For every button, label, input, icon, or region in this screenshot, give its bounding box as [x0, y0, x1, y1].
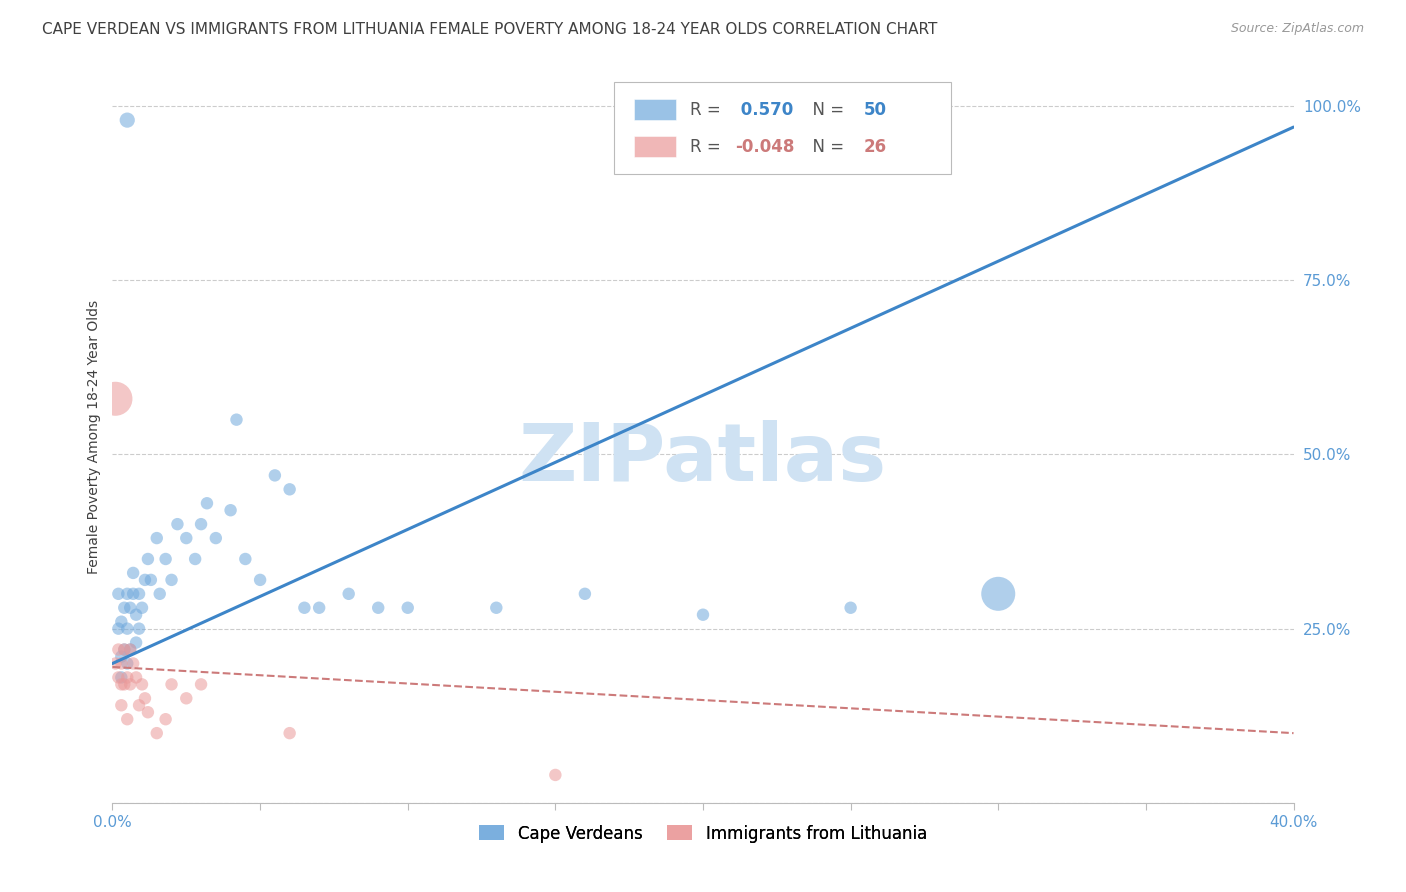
Point — [544, 768, 567, 782]
Point — [112, 600, 135, 615]
Point — [110, 649, 132, 664]
Text: R =: R = — [690, 101, 725, 119]
FancyBboxPatch shape — [614, 82, 950, 174]
Point — [120, 677, 142, 691]
Point — [120, 642, 142, 657]
Point — [107, 587, 129, 601]
Text: N =: N = — [803, 137, 849, 155]
Point — [104, 657, 127, 671]
Point — [131, 677, 153, 691]
Point — [190, 677, 212, 691]
Point — [174, 691, 197, 706]
Point — [308, 600, 330, 615]
Point — [337, 587, 360, 601]
Point — [233, 552, 256, 566]
Point — [117, 670, 138, 684]
Point — [166, 517, 188, 532]
Point — [131, 600, 153, 615]
Point — [174, 531, 197, 545]
Point — [225, 412, 247, 426]
Point — [107, 622, 129, 636]
Point — [155, 552, 177, 566]
Point — [110, 698, 132, 713]
Point — [692, 607, 714, 622]
Text: R =: R = — [690, 137, 725, 155]
Point — [134, 691, 156, 706]
Point — [125, 607, 148, 622]
Point — [839, 600, 862, 615]
Point — [107, 642, 129, 657]
Point — [136, 552, 159, 566]
Point — [134, 573, 156, 587]
Point — [128, 698, 150, 713]
Text: Source: ZipAtlas.com: Source: ZipAtlas.com — [1230, 22, 1364, 36]
Bar — [634, 136, 676, 157]
Point — [485, 600, 508, 615]
Text: 50: 50 — [863, 101, 887, 119]
Point — [146, 531, 169, 545]
Point — [190, 517, 212, 532]
Point — [112, 642, 135, 657]
Point — [117, 712, 138, 726]
Point — [149, 587, 172, 601]
Point — [110, 615, 132, 629]
Point — [117, 113, 138, 128]
Point — [136, 705, 159, 719]
Point — [574, 587, 596, 601]
Point — [367, 600, 389, 615]
Point — [205, 531, 228, 545]
Point — [107, 670, 129, 684]
Point — [195, 496, 218, 510]
Point — [117, 587, 138, 601]
Text: 26: 26 — [863, 137, 887, 155]
Point — [292, 600, 315, 615]
Text: -0.048: -0.048 — [735, 137, 794, 155]
Legend: Cape Verdeans, Immigrants from Lithuania: Cape Verdeans, Immigrants from Lithuania — [472, 818, 934, 849]
Point — [122, 566, 145, 580]
Point — [146, 726, 169, 740]
Bar — [634, 99, 676, 120]
Point — [120, 600, 142, 615]
Point — [396, 600, 419, 615]
Point — [219, 503, 242, 517]
Point — [122, 587, 145, 601]
Point — [125, 670, 148, 684]
Point — [110, 670, 132, 684]
Y-axis label: Female Poverty Among 18-24 Year Olds: Female Poverty Among 18-24 Year Olds — [87, 300, 101, 574]
Point — [139, 573, 162, 587]
Text: N =: N = — [803, 101, 849, 119]
Point — [125, 635, 148, 649]
Point — [117, 622, 138, 636]
Text: CAPE VERDEAN VS IMMIGRANTS FROM LITHUANIA FEMALE POVERTY AMONG 18-24 YEAR OLDS C: CAPE VERDEAN VS IMMIGRANTS FROM LITHUANI… — [42, 22, 938, 37]
Point — [112, 677, 135, 691]
Point — [155, 712, 177, 726]
Point — [110, 677, 132, 691]
Point — [278, 726, 301, 740]
Text: 0.570: 0.570 — [735, 101, 793, 119]
Point — [264, 468, 287, 483]
Point — [120, 642, 142, 657]
Point — [117, 657, 138, 671]
Point — [987, 587, 1010, 601]
Point — [184, 552, 207, 566]
Text: ZIPatlas: ZIPatlas — [519, 420, 887, 498]
Point — [128, 587, 150, 601]
Point — [122, 657, 145, 671]
Point — [104, 392, 127, 406]
Point — [160, 573, 183, 587]
Point — [128, 622, 150, 636]
Point — [110, 657, 132, 671]
Point — [278, 483, 301, 497]
Point — [160, 677, 183, 691]
Point — [249, 573, 271, 587]
Point — [112, 642, 135, 657]
